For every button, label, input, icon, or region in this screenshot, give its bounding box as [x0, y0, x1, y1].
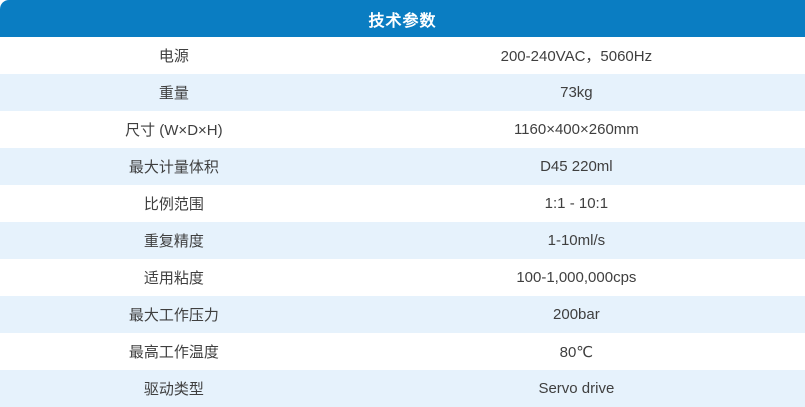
table-row: 最大工作压力 200bar	[0, 296, 805, 333]
spec-value: 1-10ml/s	[547, 232, 606, 249]
table-row: 驱动类型 Servo drive	[0, 370, 805, 407]
table-row: 适用粘度 100-1,000,000cps	[0, 259, 805, 296]
table-row: 电源 200-240VAC，5060Hz	[0, 37, 805, 74]
spec-label: 适用粘度	[143, 270, 204, 287]
spec-value: D45 220ml	[540, 158, 613, 175]
spec-label: 驱动类型	[143, 381, 204, 398]
spec-label: 尺寸 (W×D×H)	[125, 122, 223, 139]
table-header: 技术参数	[0, 0, 805, 37]
table-row: 重复精度 1-10ml/s	[0, 222, 805, 259]
spec-value: 200-240VAC，5060Hz	[500, 48, 653, 65]
spec-value: 73kg	[560, 84, 593, 101]
table-title: 技术参数	[368, 12, 437, 30]
spec-label: 最大工作压力	[128, 307, 219, 324]
table-row: 重量 73kg	[0, 74, 805, 111]
table-row: 比例范围 1:1 - 10:1	[0, 185, 805, 222]
spec-label: 重量	[158, 85, 189, 102]
spec-value: 1:1 - 10:1	[544, 195, 609, 212]
spec-value: 200bar	[553, 306, 600, 323]
table-row: 最大计量体积 D45 220ml	[0, 148, 805, 185]
table-row: 尺寸 (W×D×H) 1160×400×260mm	[0, 111, 805, 148]
table-row: 最高工作温度 80℃	[0, 333, 805, 370]
spec-label: 最高工作温度	[128, 344, 219, 361]
table-body: 电源 200-240VAC，5060Hz 重量 73kg 尺寸 (W×D×H) …	[0, 37, 805, 407]
spec-label: 重复精度	[143, 233, 204, 250]
spec-value: Servo drive	[538, 380, 615, 397]
spec-label: 比例范围	[143, 196, 204, 213]
spec-label: 最大计量体积	[128, 159, 219, 176]
spec-value: 80℃	[559, 343, 594, 361]
spec-value: 1160×400×260mm	[513, 121, 639, 138]
spec-label: 电源	[158, 48, 189, 65]
spec-value: 100-1,000,000cps	[516, 269, 637, 286]
